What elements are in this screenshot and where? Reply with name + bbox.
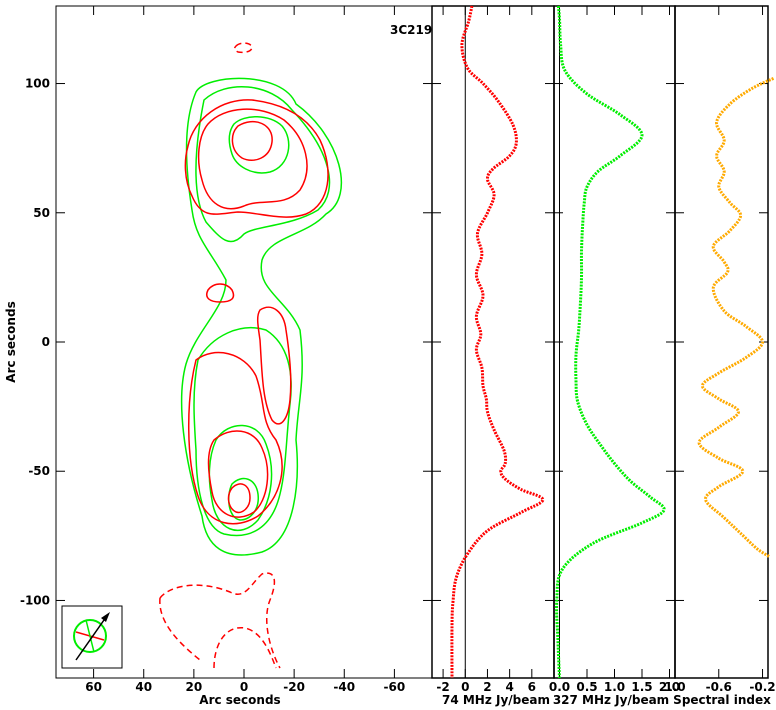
x-tick-label: -0.2 bbox=[749, 680, 775, 694]
x-tick-label: 0.0 bbox=[549, 680, 570, 694]
plot-frame bbox=[55, 5, 433, 679]
x-tick-label: -40 bbox=[333, 680, 355, 694]
y-tick-label: -50 bbox=[28, 464, 50, 478]
contour-74mhz-8 bbox=[231, 121, 273, 162]
beam-green bbox=[73, 619, 107, 653]
x-tick-label: 4 bbox=[505, 680, 513, 694]
x-tick-label: -20 bbox=[283, 680, 305, 694]
x-axis-label: 327 MHz Jy/beam bbox=[553, 693, 669, 707]
contour-74mhz-14 bbox=[233, 42, 253, 54]
contour-327mhz-2 bbox=[228, 116, 290, 174]
y-tick-label: 50 bbox=[33, 206, 50, 220]
chart-title: 3C219 bbox=[390, 23, 432, 37]
x-tick-label: 6 bbox=[528, 680, 536, 694]
x-axis-label: Spectral index bbox=[673, 693, 771, 707]
y-tick-label: -100 bbox=[20, 593, 50, 607]
profile-line-spec bbox=[697, 77, 775, 558]
x-tick-label: 60 bbox=[85, 680, 102, 694]
contour-74mhz-11 bbox=[256, 306, 292, 425]
beam-axis bbox=[85, 619, 95, 653]
contour-74mhz-6 bbox=[184, 99, 329, 218]
x-tick-label: -60 bbox=[384, 680, 406, 694]
contour-74mhz-12 bbox=[207, 430, 269, 518]
x-tick-label: -0.6 bbox=[706, 680, 732, 694]
contour-327mhz-0 bbox=[180, 77, 342, 556]
x-tick-label: 1.5 bbox=[631, 680, 652, 694]
contour-74mhz-7 bbox=[197, 108, 308, 210]
y-axis-label: Arc seconds bbox=[4, 301, 18, 382]
plot-frame bbox=[674, 5, 769, 679]
profile-line-74 bbox=[450, 5, 545, 679]
x-axis-label: Arc seconds bbox=[199, 693, 280, 707]
panel-74mhz: -2 0 2 4 674 MHz Jy/beam bbox=[431, 5, 555, 707]
x-tick-label: 1.0 bbox=[604, 680, 625, 694]
contour-74mhz-15 bbox=[159, 572, 281, 669]
y-tick-label: 0 bbox=[42, 335, 50, 349]
contour-74mhz-10 bbox=[188, 351, 283, 525]
beam-inset bbox=[61, 605, 123, 669]
profile-line-327 bbox=[555, 5, 666, 679]
plot-frame bbox=[553, 5, 676, 679]
y-tick-label: 100 bbox=[25, 77, 50, 91]
x-tick-label: 0 bbox=[240, 680, 248, 694]
contour-74mhz-9 bbox=[206, 283, 235, 303]
contour-327mhz-1 bbox=[195, 85, 331, 243]
x-tick-label: 0.5 bbox=[576, 680, 597, 694]
x-tick-label: 1.0 bbox=[664, 680, 685, 694]
x-tick-label: 40 bbox=[135, 680, 152, 694]
x-axis-label: 74 MHz Jy/beam bbox=[442, 693, 550, 707]
x-tick-label: -2 bbox=[436, 680, 449, 694]
contour-panel: 60 40 20 0 -20 -40 -60 100 50 0 -50 -100 Arc seconds… bbox=[4, 5, 433, 707]
beam-arrow bbox=[75, 619, 105, 661]
contour-327mhz-3 bbox=[193, 326, 292, 537]
beam-arrowhead bbox=[101, 612, 110, 622]
x-tick-label: 2 bbox=[483, 680, 491, 694]
x-tick-label: 0 bbox=[461, 680, 469, 694]
contour-74mhz-16 bbox=[159, 597, 201, 661]
plot-frame bbox=[431, 5, 555, 679]
contour-327mhz-4 bbox=[208, 424, 273, 531]
contour-74mhz-13 bbox=[227, 483, 251, 514]
x-tick-label: 20 bbox=[186, 680, 203, 694]
contour-74mhz-17 bbox=[213, 627, 277, 669]
x-tick-label: 2.0 bbox=[659, 680, 680, 694]
